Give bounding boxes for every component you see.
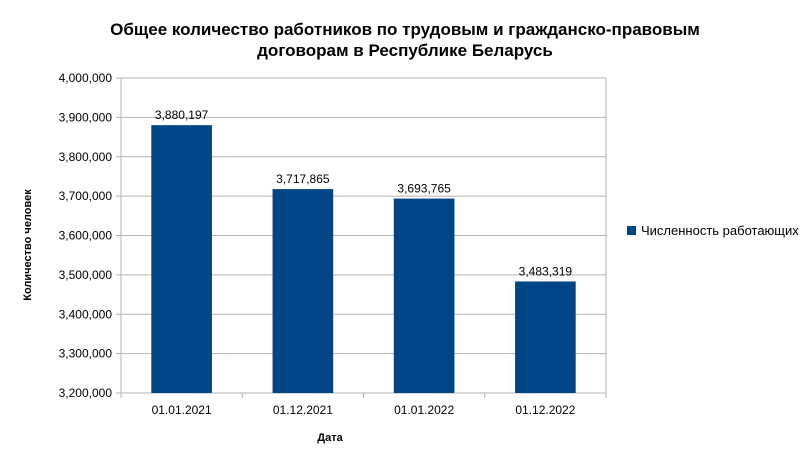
x-tick-label: 01.01.2022: [394, 403, 454, 417]
y-tick-label: 3,800,000: [59, 150, 113, 164]
chart-title-line-2: договорам в Республике Беларусь: [257, 41, 553, 60]
bar: [515, 281, 576, 393]
chart-title: Общее количество работников по трудовым …: [0, 19, 800, 61]
y-axis-title: Количество человек: [22, 189, 34, 301]
bars: [151, 125, 576, 394]
data-label: 3,880,197: [155, 108, 209, 122]
y-tick-label: 3,700,000: [59, 189, 113, 203]
legend: Численность работающих: [627, 223, 799, 238]
legend-swatch: [627, 226, 636, 235]
y-tick-label: 3,200,000: [59, 386, 113, 400]
y-tick-label: 3,500,000: [59, 268, 113, 282]
x-tick-label: 01.12.2021: [273, 403, 333, 417]
y-tick-label: 3,600,000: [59, 229, 113, 243]
y-tick-label: 3,400,000: [59, 307, 113, 321]
x-tick-label: 01.01.2021: [152, 403, 212, 417]
bar: [272, 189, 334, 393]
y-tick-label: 4,000,000: [59, 71, 113, 85]
x-tick-label: 01.12.2022: [515, 403, 575, 417]
y-tick-label: 3,900,000: [59, 110, 113, 124]
legend-label: Численность работающих: [641, 223, 799, 238]
chart-title-line-1: Общее количество работников по трудовым …: [110, 20, 700, 39]
data-label: 3,483,319: [519, 264, 573, 278]
data-label: 3,693,765: [397, 182, 451, 196]
x-axis-title: Дата: [317, 432, 343, 444]
labels: 3,200,000 3,300,000 3,400,000 3,500,000 3,60…: [59, 71, 576, 417]
bar: [393, 198, 455, 393]
data-label: 3,717,865: [276, 172, 330, 186]
y-tick-label: 3,300,000: [59, 347, 113, 361]
bar: [151, 125, 212, 394]
axes: [116, 77, 607, 398]
